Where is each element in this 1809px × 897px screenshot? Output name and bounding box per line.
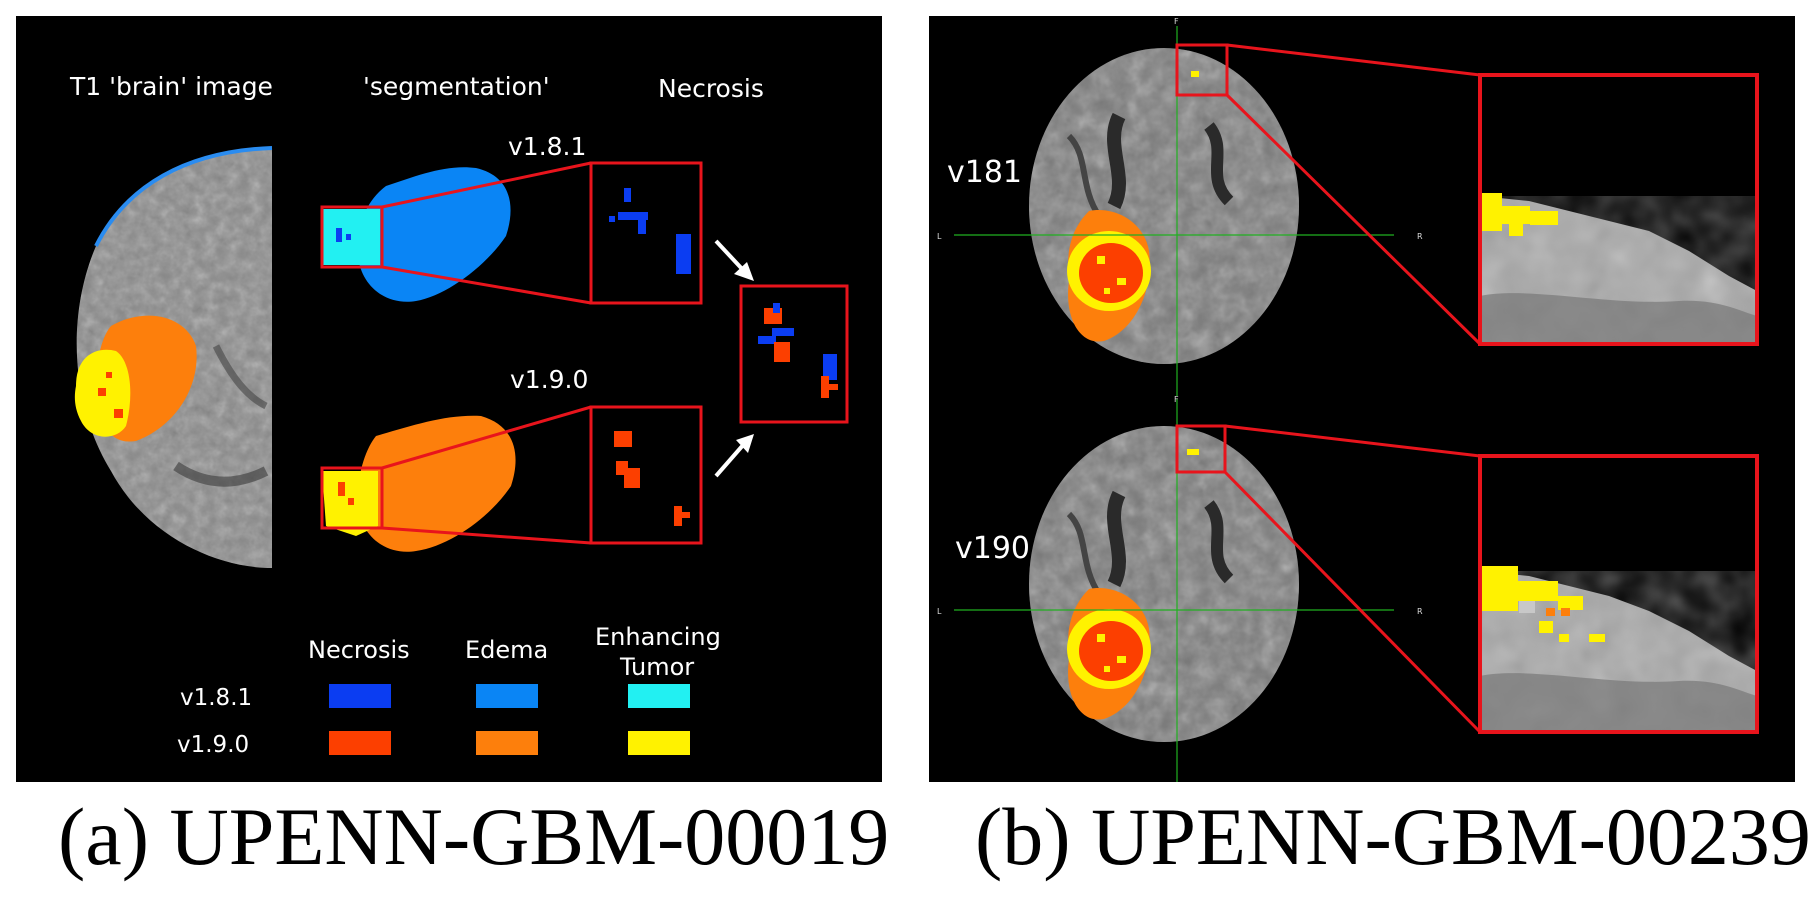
axis-right-letter: R (1417, 607, 1423, 616)
legend-header-tumor: Tumor (620, 653, 695, 681)
arrow-up-right (714, 434, 754, 478)
panel-b: L R F (929, 16, 1795, 782)
legend-swatch-edema-v181 (476, 684, 538, 708)
legend-swatch-enhancing-v181 (628, 684, 690, 708)
brain-slice-v181 (1029, 48, 1299, 364)
column-header-t1: T1 'brain' image (70, 72, 273, 101)
axis-top-letter: F (1174, 395, 1179, 404)
row-version-v181: v1.8.1 (508, 132, 587, 161)
legend-swatches (329, 684, 690, 755)
highlight-box (1175, 43, 1482, 346)
zoom-frame-v181 (1478, 73, 1759, 346)
axis-left-letter: L (937, 232, 942, 241)
zoom-region-v190 (1480, 456, 1757, 732)
axis-top-letter: F (1174, 17, 1179, 26)
tumor-overlay-v181 (1067, 71, 1199, 342)
highlight-box (320, 161, 703, 305)
column-header-segmentation: 'segmentation' (363, 72, 550, 101)
t1-tumor-overlay (74, 315, 197, 442)
necrosis-zoom-v181 (609, 188, 691, 274)
legend-swatch-edema-v190 (476, 731, 538, 755)
tumor-overlay-v190 (1067, 449, 1199, 720)
zoom-frame-v190 (1478, 454, 1759, 734)
panel-a: T1 'brain' image 'segmentation' Necrosis… (16, 16, 882, 782)
legend-swatch-enhancing-v190 (628, 731, 690, 755)
legend-row-v190: v1.9.0 (177, 732, 250, 758)
axis-right-letter: R (1417, 232, 1423, 241)
caption-panel-a: (a) UPENN-GBM-00019 (58, 791, 890, 882)
highlight-box (1175, 424, 1482, 734)
arrow-down-right (714, 239, 754, 281)
legend-header-necrosis: Necrosis (308, 636, 410, 664)
row-version-v190: v1.9.0 (510, 365, 589, 394)
segmentation-v190 (322, 415, 516, 552)
axis-left-letter: L (937, 607, 942, 616)
necrosis-zoom-v190 (614, 431, 690, 526)
legend-swatch-necrosis-v190 (329, 731, 391, 755)
brain-slice-v190 (1029, 426, 1299, 742)
column-header-necrosis: Necrosis (658, 74, 764, 103)
row-version-v181: v181 (947, 155, 1023, 190)
legend-header-enhancing: Enhancing (595, 623, 721, 651)
legend-row-v181: v1.8.1 (180, 685, 253, 711)
combined-necrosis-box (739, 284, 849, 424)
highlight-box (320, 405, 703, 545)
zoom-region-v181 (1480, 75, 1757, 344)
panel-b-figure: L R F (937, 17, 1759, 782)
caption-panel-b: (b) UPENN-GBM-00239 (975, 791, 1809, 882)
legend-swatch-necrosis-v181 (329, 684, 391, 708)
legend-header-edema: Edema (465, 636, 549, 664)
panel-a-figure (74, 146, 849, 755)
row-version-v190: v190 (955, 531, 1031, 566)
